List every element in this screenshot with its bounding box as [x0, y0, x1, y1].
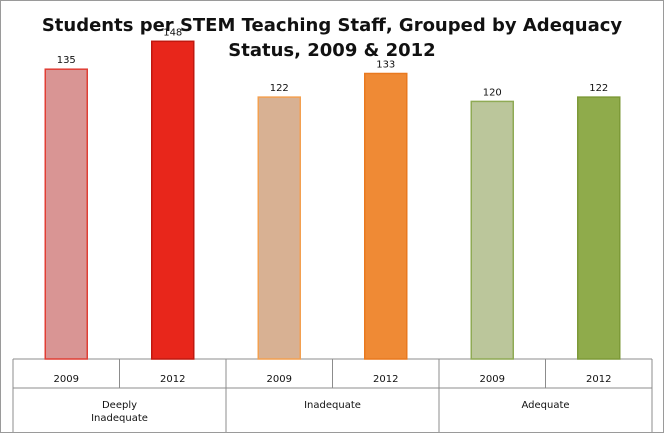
data-label: 135 [57, 55, 76, 66]
tick-label-year: 2009 [480, 374, 505, 385]
tick-label-year: 2012 [373, 374, 398, 385]
data-label: 133 [376, 59, 395, 70]
bar-inadequate-2012 [364, 72, 408, 360]
data-label: 122 [589, 83, 608, 94]
bar-deeply-inadequate-2012 [151, 40, 195, 360]
data-label: 148 [163, 27, 182, 38]
data-label: 120 [483, 87, 502, 98]
tick-label-group: Adequate [521, 400, 569, 411]
tick-label-year: 2012 [160, 374, 185, 385]
tick-label-year: 2009 [267, 374, 292, 385]
bar-adequate-2009 [470, 100, 514, 360]
bar-deeply-inadequate-2009 [44, 68, 88, 360]
tick-label-year: 2012 [586, 374, 611, 385]
data-label: 122 [270, 83, 289, 94]
chart-title: Students per STEM Teaching Staff, Groupe… [41, 15, 623, 61]
bar-inadequate-2009 [257, 96, 301, 360]
bar-adequate-2012 [577, 96, 621, 360]
tick-label-year: 2009 [54, 374, 79, 385]
tick-label-group: Deeply Inadequate [91, 400, 148, 424]
tick-label-group: Inadequate [304, 400, 361, 411]
